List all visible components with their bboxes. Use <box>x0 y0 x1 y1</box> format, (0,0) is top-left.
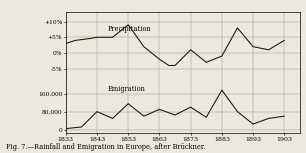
Text: Emigration: Emigration <box>108 85 146 93</box>
Text: Precipitation: Precipitation <box>108 25 151 33</box>
Text: Fig. 7.—Rainfall and Emigration in Europe, after Brückner.: Fig. 7.—Rainfall and Emigration in Europ… <box>6 144 206 151</box>
